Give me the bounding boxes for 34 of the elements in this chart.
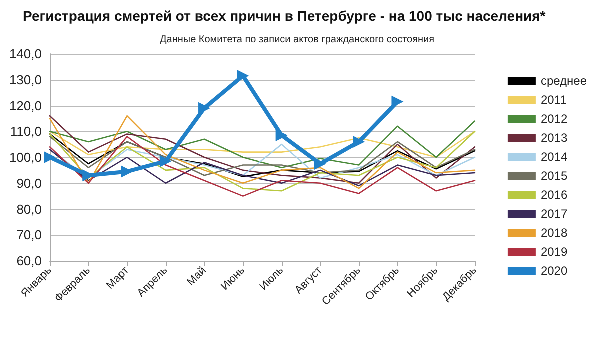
point <box>198 102 211 114</box>
y-tick-label: 110,0 <box>10 124 42 140</box>
y-tick-label: 80,0 <box>16 202 42 217</box>
line-series <box>49 130 476 158</box>
point <box>44 152 56 164</box>
legend-label: 2011 <box>540 93 568 107</box>
legend-label: 2013 <box>540 131 568 145</box>
legend-label: 2018 <box>540 226 568 240</box>
y-tick-label: 100,0 <box>9 150 42 165</box>
point <box>160 155 172 168</box>
point <box>121 166 134 178</box>
legend-label: 2016 <box>540 188 568 202</box>
line-series <box>49 136 476 197</box>
legend-label: 2019 <box>540 245 568 259</box>
legend-label: среднее <box>540 74 588 88</box>
y-tick-label: 120,0 <box>9 98 42 114</box>
y-tick-label: 130,0 <box>9 72 42 88</box>
chart-title: Регистрация смертей от всех причин в Петербурге - на 100 тыс населения* <box>23 8 546 24</box>
y-tick-label: 60,0 <box>16 254 42 268</box>
point <box>314 158 326 170</box>
legend-label: 2014 <box>540 150 568 164</box>
y-tick-label: 70,0 <box>16 228 42 243</box>
legend-label: 2017 <box>540 207 568 221</box>
y-tick-label: 140,0 <box>9 46 42 62</box>
legend-label: 2020 <box>540 264 568 278</box>
line-series <box>49 149 476 187</box>
legend-label: 2012 <box>540 112 568 126</box>
point <box>276 130 288 142</box>
y-tick-label: 90,0 <box>16 176 42 191</box>
line-series <box>49 120 476 168</box>
legend-label: 2015 <box>540 169 568 183</box>
chart-subtitle: Данные Комитета по записи актов гражданского состояния <box>160 34 435 46</box>
point <box>353 136 366 148</box>
line-series <box>49 130 476 192</box>
